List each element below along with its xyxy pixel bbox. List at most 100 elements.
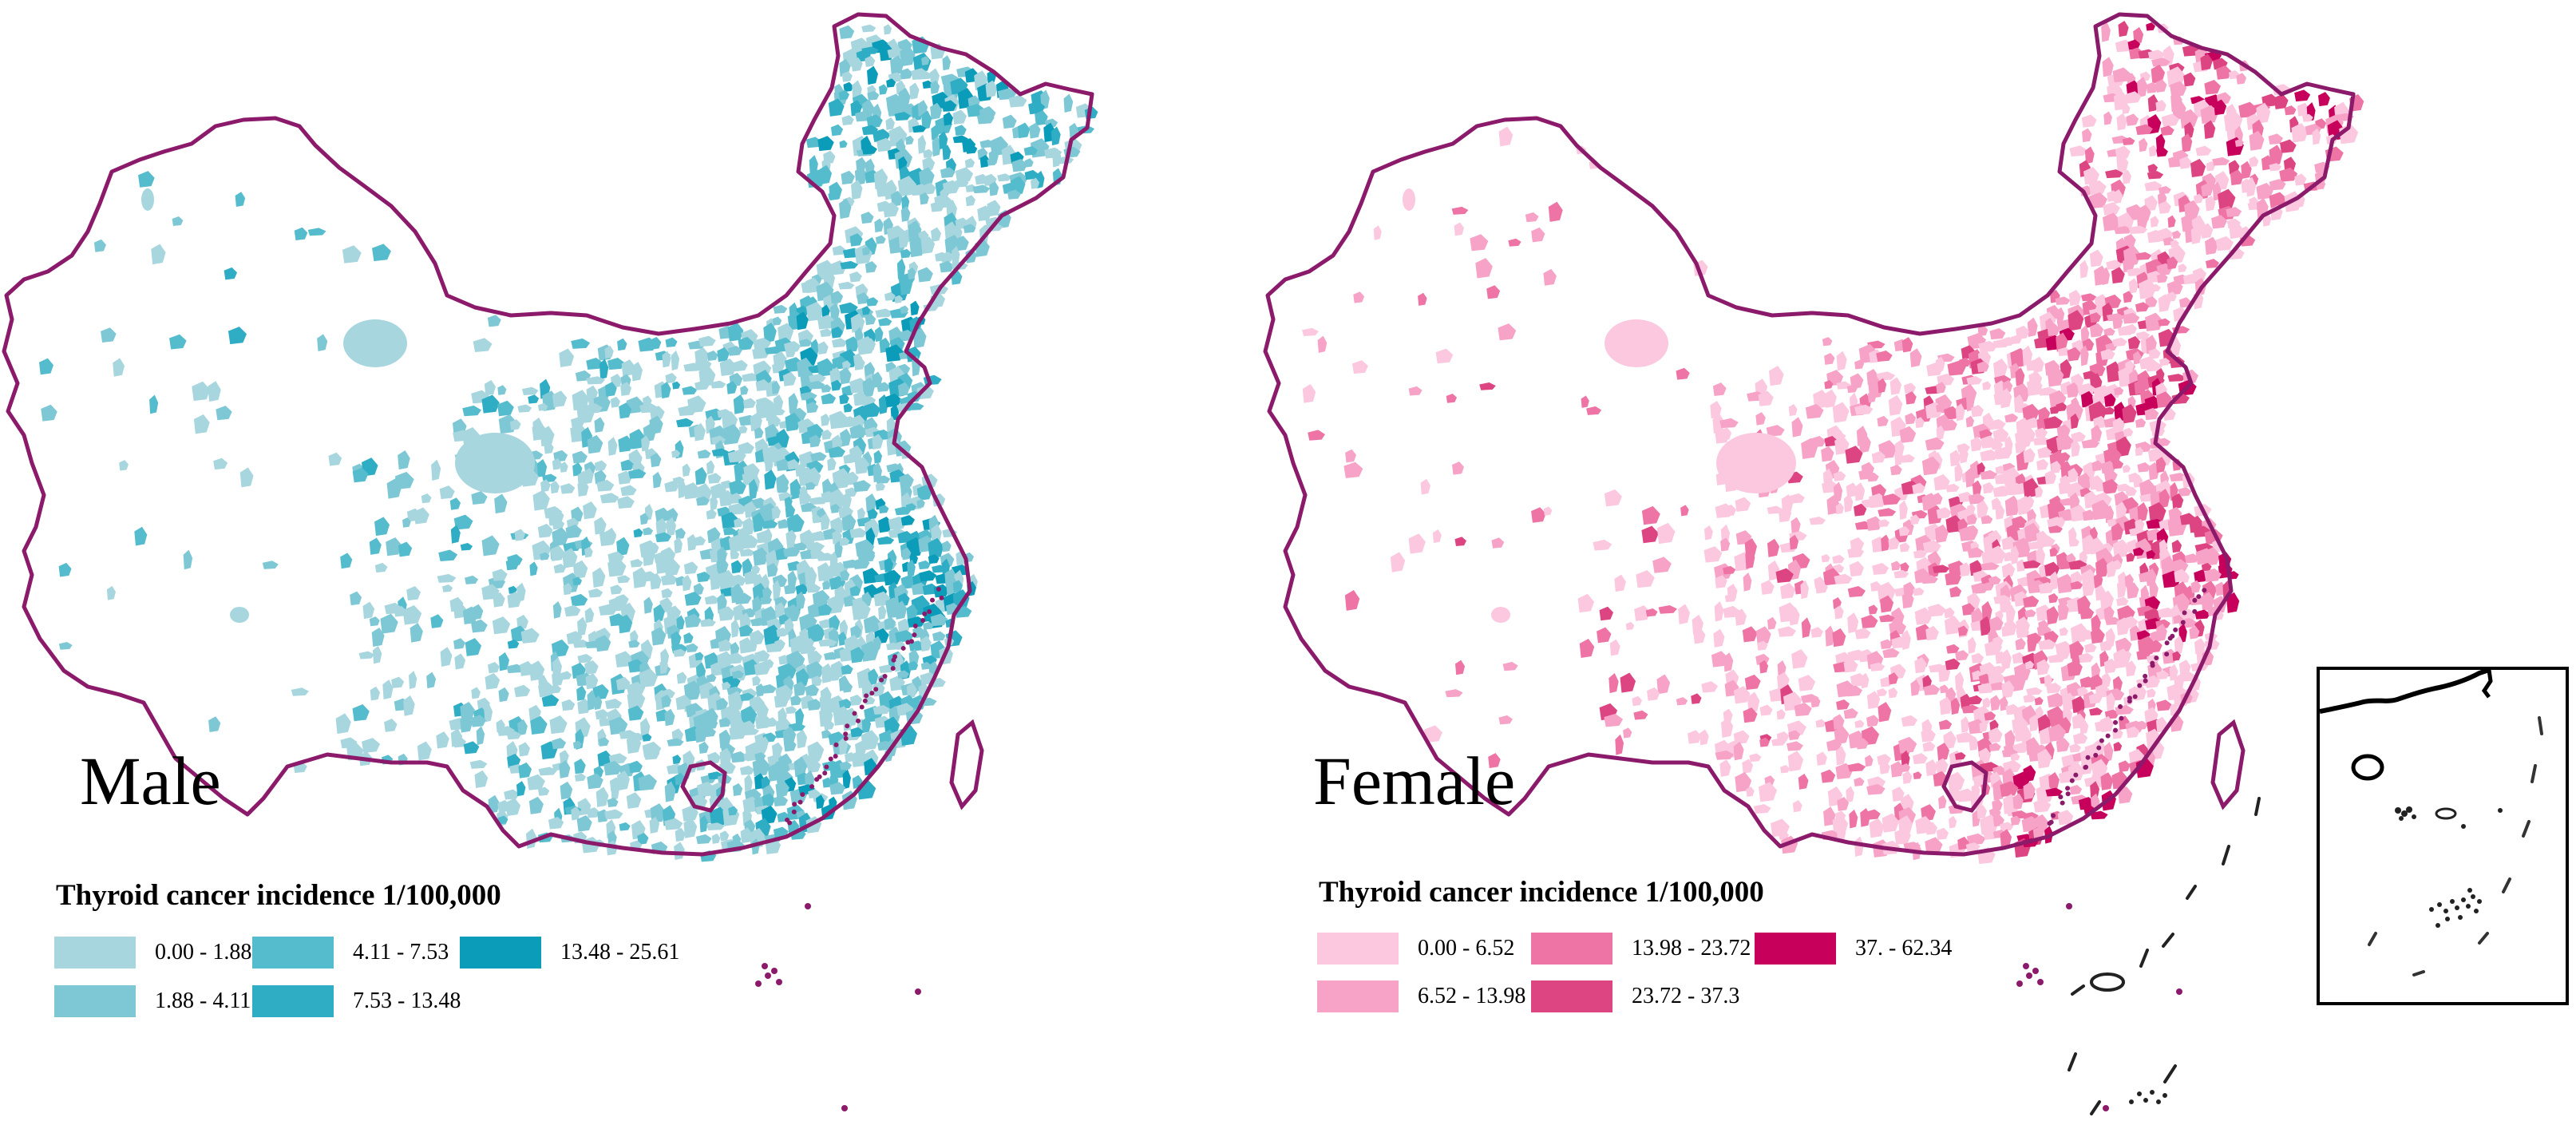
district-polygon bbox=[2105, 169, 2124, 179]
district-polygon bbox=[2023, 596, 2040, 608]
district-polygon bbox=[2294, 173, 2307, 186]
district-polygon bbox=[1980, 515, 1993, 525]
district-polygon bbox=[1969, 695, 1983, 705]
island-mark bbox=[2032, 968, 2039, 974]
male-legend-item-1: 0.00 - 1.88 bbox=[54, 937, 251, 969]
district-polygon bbox=[1955, 671, 1965, 691]
district-polygon bbox=[2083, 167, 2099, 185]
district-polygon bbox=[1759, 660, 1769, 674]
district-polygon bbox=[2156, 699, 2172, 711]
district-polygon bbox=[632, 567, 648, 588]
male-legend-swatch-3 bbox=[252, 937, 334, 969]
district-polygon bbox=[1982, 381, 1992, 390]
district-polygon bbox=[93, 239, 106, 252]
district-polygon bbox=[930, 102, 943, 120]
district-polygon bbox=[608, 716, 628, 735]
district-polygon bbox=[1846, 685, 1863, 697]
district-polygon bbox=[2280, 139, 2297, 153]
district-polygon bbox=[371, 244, 391, 262]
coastal-island-mark bbox=[822, 770, 828, 776]
district-polygon bbox=[2205, 259, 2220, 268]
district-polygon bbox=[664, 559, 681, 576]
district-polygon bbox=[740, 827, 753, 844]
district-polygon bbox=[922, 156, 936, 172]
district-polygon bbox=[559, 750, 569, 764]
district-polygon bbox=[1344, 590, 1360, 611]
district-polygon bbox=[2044, 674, 2052, 687]
district-polygon bbox=[727, 323, 744, 342]
district-polygon bbox=[588, 588, 603, 598]
district-polygon bbox=[538, 767, 558, 776]
district-polygon bbox=[1854, 503, 1867, 517]
district-polygon bbox=[1983, 827, 1998, 840]
district-polygon bbox=[1836, 826, 1846, 843]
district-polygon bbox=[620, 485, 637, 497]
district-polygon bbox=[2269, 179, 2286, 191]
district-polygon bbox=[753, 337, 772, 350]
district-polygon bbox=[740, 385, 749, 395]
district-polygon bbox=[1845, 446, 1863, 464]
district-polygon bbox=[2004, 729, 2016, 749]
district-polygon bbox=[2024, 660, 2035, 670]
district-polygon bbox=[1605, 319, 1668, 367]
district-polygon bbox=[2125, 486, 2137, 497]
district-polygon bbox=[1882, 493, 1901, 505]
district-polygon bbox=[730, 550, 740, 560]
district-polygon bbox=[1634, 605, 1651, 621]
district-polygon bbox=[639, 717, 651, 739]
coastal-island-mark bbox=[890, 666, 896, 671]
district-polygon bbox=[2057, 810, 2074, 826]
district-polygon bbox=[2179, 156, 2192, 169]
district-polygon bbox=[865, 493, 877, 513]
inset-reef-ring bbox=[2435, 807, 2457, 820]
district-polygon bbox=[1470, 234, 1489, 252]
district-polygon bbox=[1880, 639, 1893, 649]
district-polygon bbox=[628, 640, 640, 648]
district-polygon bbox=[1922, 741, 1936, 752]
district-polygon bbox=[563, 583, 572, 596]
district-polygon bbox=[660, 547, 676, 564]
district-polygon bbox=[2046, 606, 2060, 625]
district-polygon bbox=[2169, 559, 2189, 574]
district-polygon bbox=[2123, 427, 2134, 438]
district-polygon bbox=[1792, 800, 1802, 813]
dash-line-segment bbox=[2163, 1064, 2177, 1083]
district-polygon bbox=[2114, 226, 2133, 235]
district-polygon bbox=[2147, 164, 2159, 173]
district-polygon bbox=[2056, 517, 2066, 527]
district-polygon bbox=[571, 806, 580, 821]
district-polygon bbox=[829, 489, 845, 510]
district-polygon bbox=[979, 155, 990, 168]
district-polygon bbox=[540, 426, 555, 447]
district-polygon bbox=[1858, 434, 1871, 454]
coastal-island-mark bbox=[912, 624, 918, 629]
district-polygon bbox=[2155, 457, 2166, 473]
district-polygon bbox=[665, 337, 678, 347]
dash-line-segment bbox=[2090, 1100, 2101, 1115]
district-polygon bbox=[1609, 639, 1620, 656]
district-polygon bbox=[698, 741, 709, 755]
district-polygon bbox=[805, 467, 821, 488]
district-polygon bbox=[661, 588, 673, 598]
district-polygon bbox=[1691, 693, 1702, 704]
district-polygon bbox=[655, 532, 672, 543]
district-polygon bbox=[739, 765, 755, 775]
district-polygon bbox=[890, 190, 903, 207]
district-polygon bbox=[785, 504, 796, 518]
district-polygon bbox=[839, 140, 848, 149]
district-polygon bbox=[673, 648, 687, 657]
district-polygon bbox=[599, 358, 609, 380]
district-polygon bbox=[2226, 207, 2242, 217]
female-panel-label: Female bbox=[1313, 743, 1516, 819]
district-polygon bbox=[442, 584, 453, 592]
district-polygon bbox=[1703, 546, 1723, 563]
island-mark bbox=[2176, 988, 2182, 995]
district-polygon bbox=[1821, 553, 1830, 563]
district-polygon bbox=[1947, 771, 1965, 791]
district-polygon bbox=[2200, 53, 2213, 71]
district-polygon bbox=[2183, 72, 2196, 87]
district-polygon bbox=[763, 322, 777, 343]
district-polygon bbox=[230, 607, 249, 623]
district-polygon bbox=[763, 528, 773, 545]
district-polygon bbox=[1869, 818, 1885, 838]
